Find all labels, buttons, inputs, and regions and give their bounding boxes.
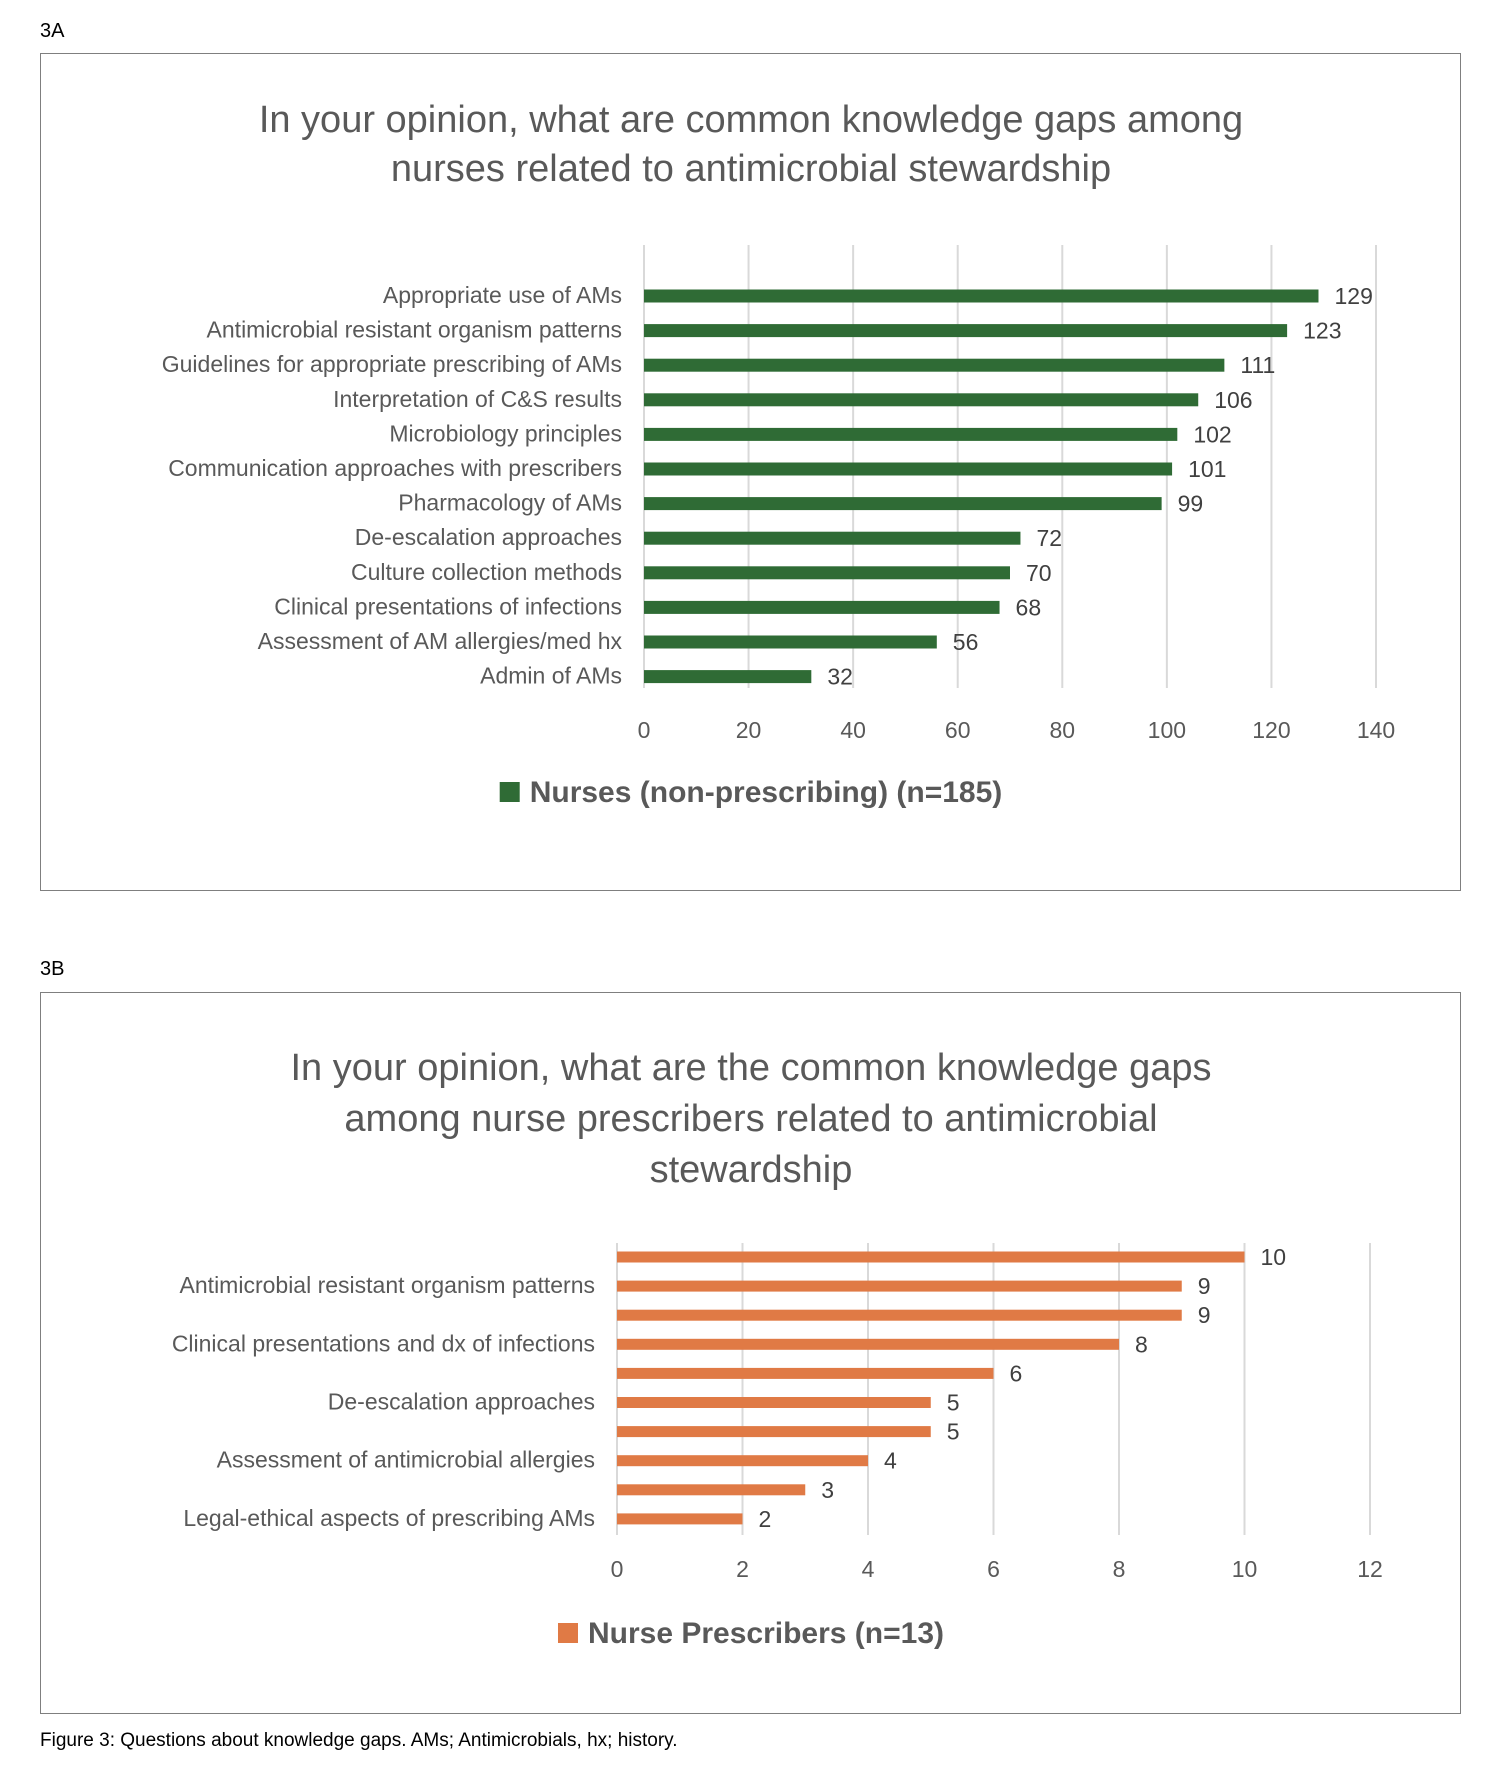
bar [617, 1338, 1119, 1350]
category-label: Antimicrobial resistant organism pattern… [207, 317, 622, 343]
chart-title: among nurse prescribers related to antim… [344, 1098, 1157, 1140]
data-label: 10 [1261, 1244, 1287, 1270]
chart-title: nurses related to antimicrobial stewards… [391, 148, 1111, 190]
data-label: 6 [1010, 1360, 1023, 1386]
bar [617, 1513, 743, 1525]
x-tick-label: 2 [736, 1556, 749, 1582]
data-label: 111 [1240, 352, 1275, 378]
data-label: 106 [1214, 387, 1252, 413]
bar [617, 1397, 931, 1408]
data-label: 68 [1016, 594, 1042, 620]
bar [617, 1309, 1182, 1321]
bar [644, 635, 937, 649]
category-label: Microbiology principles [389, 420, 622, 446]
category-label: De-escalation approaches [355, 524, 622, 550]
chart-title: stewardship [650, 1149, 853, 1191]
data-label: 123 [1303, 318, 1341, 344]
x-tick-label: 10 [1232, 1556, 1258, 1582]
bar [617, 1484, 806, 1496]
chart-3b: In your opinion, what are the common kno… [172, 1047, 1383, 1650]
data-label: 129 [1334, 283, 1372, 309]
category-label: Legal-ethical aspects of prescribing AMs [183, 1505, 595, 1531]
chart-3b-frame: In your opinion, what are the common kno… [40, 992, 1461, 1714]
category-label: Interpretation of C&S results [333, 386, 622, 412]
category-label: Appropriate use of AMs [383, 282, 622, 308]
bar [644, 670, 812, 684]
x-tick-label: 6 [987, 1556, 1000, 1582]
bar [644, 289, 1319, 303]
bar [644, 358, 1225, 372]
category-label: Guidelines for appropriate prescribing o… [162, 351, 622, 377]
legend-swatch [557, 1623, 578, 1643]
data-label: 5 [947, 1390, 960, 1416]
x-tick-label: 8 [1113, 1556, 1126, 1582]
data-label: 9 [1198, 1273, 1211, 1299]
bar [617, 1367, 994, 1379]
data-label: 4 [884, 1448, 897, 1474]
figure-caption: Figure 3: Questions about knowledge gaps… [40, 1730, 678, 1751]
data-label: 32 [827, 664, 853, 690]
x-tick-label: 0 [611, 1556, 624, 1582]
category-label: De-escalation approaches [328, 1389, 595, 1415]
chart-3a: In your opinion, what are common knowled… [162, 99, 1395, 809]
panel-label-3b: 3B [40, 958, 65, 980]
x-tick-label: 20 [736, 717, 762, 743]
category-label: Assessment of antimicrobial allergies [217, 1447, 595, 1473]
x-tick-label: 4 [862, 1556, 875, 1582]
bar [644, 324, 1288, 338]
data-label: 56 [953, 629, 979, 655]
data-label: 9 [1198, 1302, 1211, 1328]
bar [617, 1251, 1245, 1263]
bar [644, 462, 1173, 476]
data-label: 70 [1026, 560, 1052, 586]
bar [644, 497, 1162, 511]
bar [644, 393, 1199, 407]
category-label: Clinical presentations of infections [274, 593, 622, 619]
chart-3a-frame: In your opinion, what are common knowled… [40, 53, 1461, 891]
data-label: 2 [759, 1506, 772, 1532]
category-label: Pharmacology of AMs [398, 490, 622, 516]
bar [617, 1280, 1182, 1292]
category-label: Assessment of AM allergies/med hx [258, 628, 623, 654]
chart-title: In your opinion, what are the common kno… [291, 1047, 1212, 1089]
bar [617, 1426, 931, 1438]
category-label: Admin of AMs [480, 663, 622, 689]
legend-label: Nurses (non-prescribing) (n=185) [530, 776, 1003, 809]
category-label: Antimicrobial resistant organism pattern… [180, 1272, 595, 1298]
x-tick-label: 40 [840, 717, 866, 743]
category-label: Communication approaches with prescriber… [168, 455, 622, 481]
data-label: 5 [947, 1419, 960, 1445]
data-label: 72 [1036, 525, 1062, 551]
panel-label-3a: 3A [40, 20, 65, 42]
bar [644, 600, 1000, 614]
data-label: 102 [1193, 421, 1231, 447]
x-tick-label: 80 [1049, 717, 1075, 743]
x-tick-label: 0 [638, 717, 651, 743]
legend-swatch [499, 782, 520, 802]
category-label: Culture collection methods [351, 559, 622, 585]
x-tick-label: 120 [1252, 717, 1290, 743]
x-tick-label: 100 [1148, 717, 1186, 743]
bar [617, 1455, 868, 1467]
x-tick-label: 60 [945, 717, 971, 743]
legend-label: Nurse Prescribers (n=13) [588, 1617, 944, 1650]
data-label: 99 [1178, 491, 1204, 517]
x-tick-label: 12 [1357, 1556, 1383, 1582]
bar [644, 566, 1010, 580]
data-label: 8 [1135, 1331, 1148, 1357]
chart-title: In your opinion, what are common knowled… [259, 99, 1243, 141]
bar [644, 427, 1178, 441]
bar [644, 531, 1021, 545]
data-label: 101 [1188, 456, 1226, 482]
x-tick-label: 140 [1357, 717, 1395, 743]
category-label: Clinical presentations and dx of infecti… [172, 1330, 595, 1356]
data-label: 3 [821, 1477, 834, 1503]
